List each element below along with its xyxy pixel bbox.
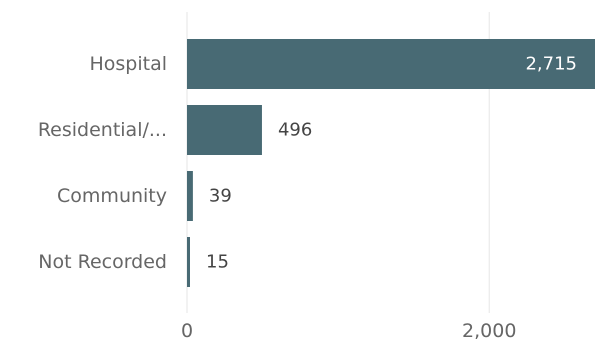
bar-not-recorded[interactable] [187,237,190,287]
bars [187,39,595,287]
data-label: 2,715 [525,54,577,75]
data-label: 496 [278,120,312,141]
bar-community[interactable] [187,171,193,221]
data-label: 39 [209,186,232,207]
x-tick-label: 2,000 [462,320,516,342]
data-label: 15 [206,252,229,273]
bar-residential[interactable] [187,105,262,155]
category-label: Residential/... [38,119,167,141]
category-label: Community [57,185,167,207]
category-label: Not Recorded [38,251,167,273]
category-labels: Hospital Residential/... Community Not Reco… [38,53,167,273]
category-label: Hospital [89,53,167,75]
x-tick-label: 0 [181,320,193,342]
data-labels: 2,715 496 39 15 [206,54,577,273]
bar-hospital[interactable] [187,39,595,89]
x-axis-tick-labels: 0 2,000 [181,320,516,342]
